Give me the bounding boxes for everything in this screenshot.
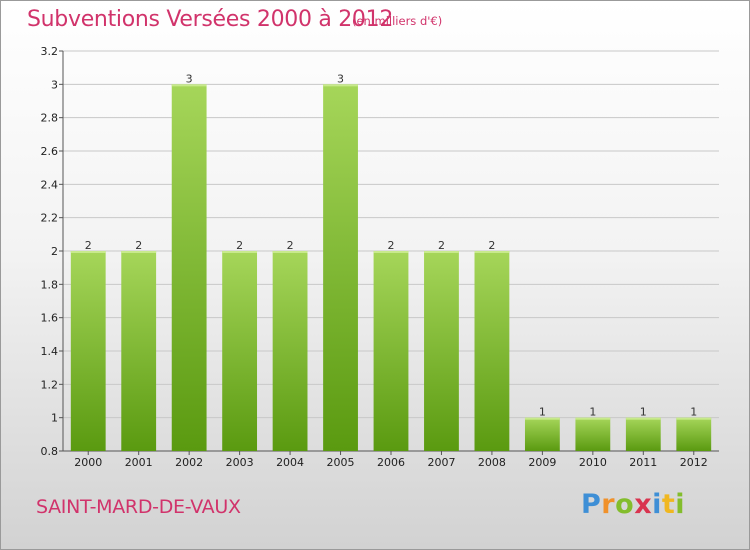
data-label: 1: [589, 406, 596, 419]
x-tick-label: 2000: [74, 456, 102, 469]
x-tick-label: 2005: [327, 456, 355, 469]
logo-letter: i: [652, 489, 662, 520]
bar-highlight: [424, 251, 459, 253]
bar: [424, 251, 459, 451]
bar-highlight: [373, 251, 409, 253]
bar-highlight: [70, 251, 106, 253]
bar-highlight: [272, 251, 308, 253]
logo-letter: t: [661, 489, 676, 520]
bar: [323, 84, 358, 451]
y-tick-label: 1: [51, 412, 58, 425]
bar: [272, 251, 308, 451]
bar: [625, 417, 661, 451]
bar-highlight: [171, 84, 207, 87]
y-tick-label: 2.8: [41, 112, 59, 125]
data-label: 2: [488, 239, 495, 252]
bar-highlight: [676, 417, 712, 420]
y-tick-label: 2.4: [41, 178, 59, 191]
data-label: 3: [186, 72, 193, 85]
data-label: 1: [640, 406, 647, 419]
bar: [373, 251, 409, 451]
y-tick-label: 2: [51, 245, 58, 258]
bar: [171, 84, 207, 451]
data-label: 1: [539, 406, 546, 419]
x-tick-label: 2004: [276, 456, 304, 469]
x-tick-label: 2003: [226, 456, 254, 469]
bar-highlight: [474, 251, 510, 253]
x-tick-label: 2002: [175, 456, 203, 469]
bar: [121, 251, 157, 451]
bar-highlight: [524, 417, 560, 420]
y-tick-label: 0.8: [41, 445, 59, 458]
x-tick-label: 2009: [528, 456, 556, 469]
logo-letter: x: [634, 489, 653, 520]
logo-letter: i: [675, 489, 686, 520]
data-label: 2: [438, 239, 445, 252]
data-label: 3: [337, 72, 344, 85]
bar-highlight: [222, 251, 258, 253]
bar-highlight: [575, 417, 611, 420]
x-tick-label: 2006: [377, 456, 405, 469]
bar-highlight: [323, 84, 358, 87]
chart-title: Subventions Versées 2000 à 2012: [27, 7, 394, 32]
data-label: 2: [236, 239, 243, 252]
bar: [70, 251, 106, 451]
data-label: 2: [135, 239, 142, 252]
x-tick-label: 2011: [629, 456, 657, 469]
bars: [70, 84, 712, 451]
bar-highlight: [625, 417, 661, 420]
y-tick-label: 3: [51, 78, 58, 91]
y-tick-label: 1.2: [41, 378, 59, 391]
y-tick-label: 1.8: [41, 278, 59, 291]
x-tick-label: 2008: [478, 456, 506, 469]
labels: 0.8 1 1.2 1.4 1.6 1.8 2 2.2 2.4 2.6 2.8 3 3.2 2000 2 20…: [41, 45, 708, 469]
x-tick-label: 2010: [579, 456, 607, 469]
data-label: 2: [287, 239, 294, 252]
data-label: 2: [388, 239, 395, 252]
proxiti-logo[interactable]: Proxiti: [581, 489, 685, 520]
bar: [524, 417, 560, 451]
y-tick-label: 1.6: [41, 312, 59, 325]
x-tick-label: 2012: [680, 456, 708, 469]
y-tick-label: 2.6: [41, 145, 59, 158]
bar: [676, 417, 712, 451]
data-label: 1: [690, 406, 697, 419]
data-label: 2: [85, 239, 92, 252]
logo-letter: r: [601, 489, 616, 520]
bar: [222, 251, 258, 451]
logo-letter: P: [581, 489, 602, 520]
logo-letter: o: [615, 489, 635, 520]
commune-name: SAINT-MARD-DE-VAUX: [36, 496, 241, 518]
y-tick-label: 1.4: [41, 345, 59, 358]
y-tick-label: 3.2: [41, 45, 59, 58]
bar-highlight: [121, 251, 157, 253]
bar: [474, 251, 510, 451]
x-tick-label: 2001: [125, 456, 153, 469]
x-tick-label: 2007: [427, 456, 455, 469]
chart-subtitle: (en milliers d'€): [352, 14, 443, 28]
bar: [575, 417, 611, 451]
y-tick-label: 2.2: [41, 212, 59, 225]
